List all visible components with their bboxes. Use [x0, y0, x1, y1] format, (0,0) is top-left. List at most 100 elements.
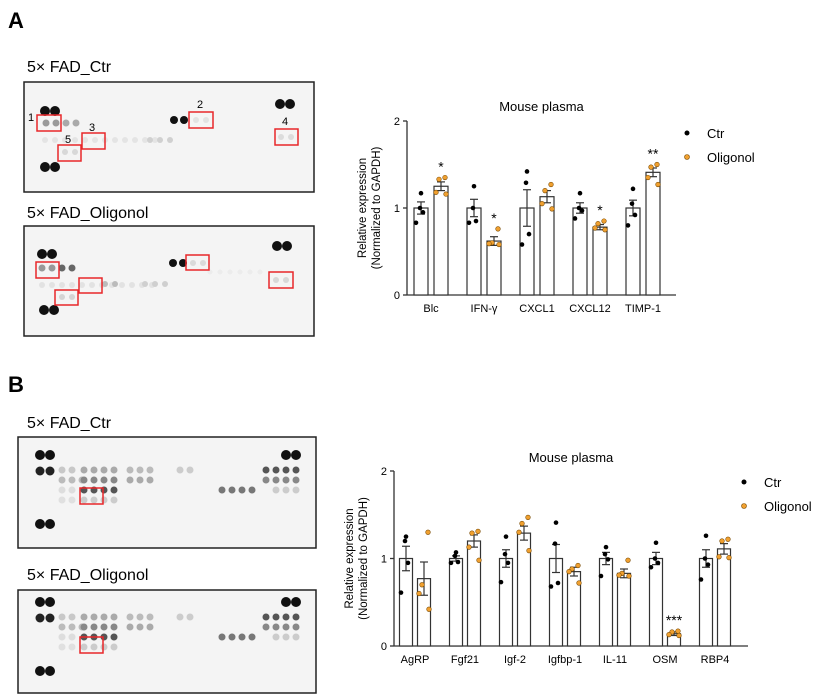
data-point-ctr — [413, 220, 419, 226]
blot-spot — [162, 281, 168, 287]
data-point-ctr — [498, 579, 504, 585]
blot-spot — [62, 119, 70, 127]
highlight-box — [79, 636, 104, 654]
data-point-oligonol — [726, 555, 732, 561]
blot-spot — [142, 281, 148, 287]
data-point-ctr — [420, 210, 426, 215]
data-point-oligonol — [525, 514, 531, 520]
data-point-oligonol — [655, 181, 661, 188]
blot-spot — [136, 623, 144, 631]
data-point-oligonol — [426, 606, 432, 612]
blot-spot — [68, 633, 76, 641]
blot-spot — [68, 476, 76, 484]
box-label-5: 5 — [65, 134, 71, 146]
blot-spot — [100, 613, 108, 621]
blot-spot — [45, 519, 55, 529]
blot-spot — [38, 264, 46, 272]
blot-spot — [62, 149, 68, 155]
data-point-ctr — [572, 216, 578, 221]
y-axis-label-line: Relative expression — [344, 508, 356, 608]
data-point-ctr — [653, 540, 659, 546]
blot-spot — [50, 106, 60, 116]
box-label-2: 2 — [197, 99, 203, 111]
blot-spot — [110, 613, 118, 621]
blot-spot — [45, 666, 55, 676]
blot-spot — [132, 137, 138, 143]
blot-spot — [90, 466, 98, 474]
highlight-box — [188, 111, 214, 129]
bar-oligonol — [486, 240, 502, 296]
blot-spot — [217, 269, 223, 275]
data-point-ctr — [625, 223, 631, 228]
blot-spot — [35, 597, 45, 607]
box-label-4: 4 — [282, 116, 288, 128]
blot-spot — [262, 466, 270, 474]
data-point-ctr — [648, 564, 654, 570]
chart-title: Mouse plasma — [499, 99, 584, 114]
blot-spot — [147, 137, 153, 143]
data-point-ctr — [455, 559, 461, 565]
significance-marker: * — [491, 210, 497, 226]
x-tick-label: Fgf21 — [451, 654, 479, 666]
blot-spot — [238, 486, 246, 494]
blot-spot — [90, 476, 98, 484]
blot-spot — [58, 623, 66, 631]
blot-spot — [80, 496, 88, 504]
blot-spot — [272, 486, 280, 494]
blot-spot — [257, 269, 263, 275]
y-tick-label: 1 — [381, 554, 387, 566]
blot-spot — [126, 623, 134, 631]
data-point-oligonol — [645, 174, 651, 181]
blot-spot — [39, 305, 49, 315]
y-axis-label-line: Relative expression — [357, 158, 369, 258]
data-point-ctr — [548, 584, 554, 589]
data-point-ctr — [470, 205, 476, 211]
blot-spot — [40, 162, 50, 172]
blot-spot — [110, 623, 118, 631]
data-point-oligonol — [516, 529, 522, 535]
data-point-ctr — [403, 534, 409, 539]
data-point-oligonol — [648, 164, 654, 170]
data-point-oligonol — [526, 548, 532, 554]
data-point-ctr — [598, 573, 604, 579]
blot-spot — [282, 613, 290, 621]
data-point-oligonol — [419, 582, 425, 588]
data-point-ctr — [630, 186, 636, 192]
blot-spot — [275, 99, 285, 109]
box-label-1: 1 — [28, 112, 34, 124]
blot-spot — [49, 282, 55, 288]
blot-spot — [100, 643, 108, 651]
blot-spot — [237, 269, 243, 275]
blot-spot — [80, 623, 88, 631]
blot-spot — [58, 486, 66, 494]
data-point-oligonol — [675, 628, 681, 634]
box-label-3: 3 — [89, 122, 95, 134]
blot-spot — [292, 476, 300, 484]
bar-ctr — [598, 557, 614, 647]
blot-spot — [69, 282, 75, 288]
data-point-oligonol — [443, 191, 449, 197]
x-tick-label: OSM — [652, 654, 677, 666]
blot-spot — [58, 496, 66, 504]
significance-marker: *** — [666, 612, 683, 628]
blot-spot — [45, 450, 55, 460]
blot-spot — [68, 486, 76, 494]
blot-spot — [110, 466, 118, 474]
blot-spot — [80, 466, 88, 474]
data-point-ctr — [503, 534, 509, 539]
blot-spot — [42, 119, 50, 127]
legend-marker-ctr — [684, 130, 690, 136]
blot-spot — [50, 162, 60, 172]
data-point-oligonol — [433, 189, 439, 195]
significance-marker: * — [438, 159, 444, 175]
x-tick-label: CXCL12 — [569, 303, 611, 315]
data-point-ctr — [698, 577, 704, 582]
bar-ctr — [648, 557, 664, 647]
data-point-oligonol — [626, 573, 632, 579]
blot-title-a-ctr: 5× FAD_Ctr — [27, 59, 112, 76]
data-point-ctr — [552, 541, 558, 546]
data-point-oligonol — [719, 538, 725, 544]
blot-spot — [110, 486, 118, 494]
blot-spot — [90, 623, 98, 631]
blot-spot — [37, 249, 47, 259]
